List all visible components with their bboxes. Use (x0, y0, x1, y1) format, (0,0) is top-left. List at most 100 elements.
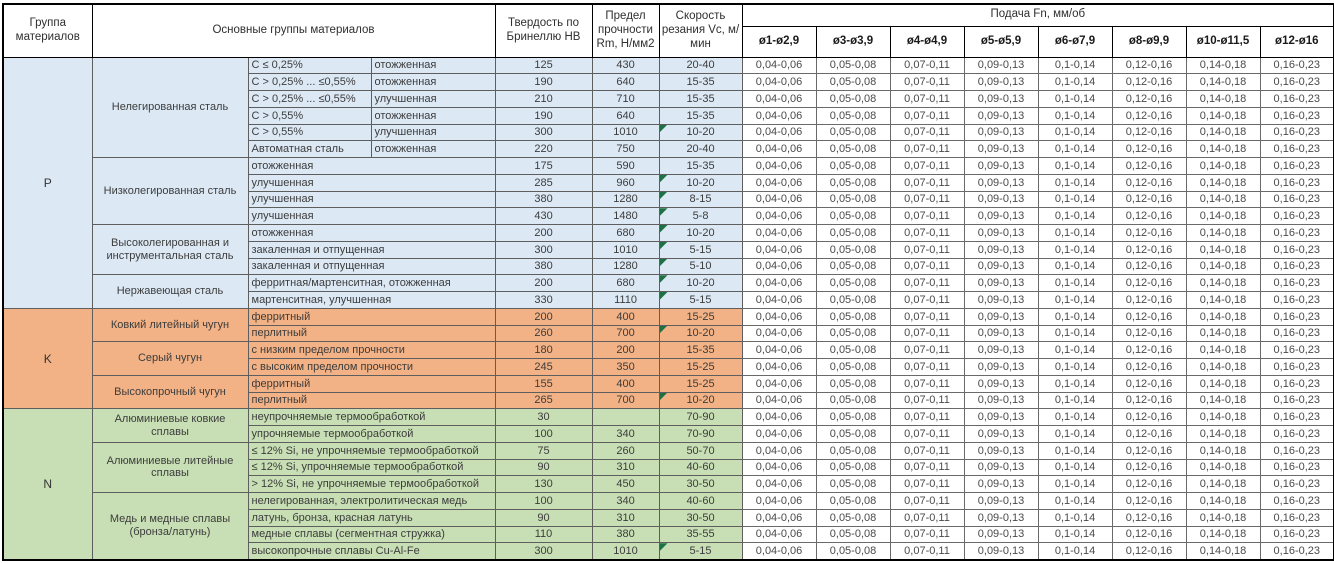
cell-feed-5[interactable]: 0,1-0,14 (1037, 90, 1113, 108)
cell-strength-rm[interactable]: 680 (591, 274, 660, 292)
cell-condition-2[interactable]: отожженная (370, 73, 496, 91)
cell-feed-2[interactable]: 0,05-0,08 (815, 475, 891, 493)
cell-feed-4[interactable]: 0,09-0,13 (963, 140, 1039, 158)
cell-feed-3[interactable]: 0,07-0,11 (889, 274, 965, 292)
cell-feed-8[interactable]: 0,16-0,23 (1259, 307, 1334, 326)
cell-condition[interactable]: ферритный (247, 374, 496, 393)
cell-feed-5[interactable]: 0,1-0,14 (1037, 190, 1113, 209)
cell-speed-vc[interactable]: 10-20 (658, 123, 743, 142)
cell-feed-8[interactable]: 0,16-0,23 (1259, 207, 1334, 225)
cell-feed-7[interactable]: 0,14-0,18 (1185, 140, 1261, 158)
cell-condition-1[interactable]: C > 0,25% ... ≤0,55% (247, 73, 372, 91)
cell-material-subgroup[interactable]: Серый чугун (91, 341, 249, 376)
cell-condition[interactable]: закаленная и отпущенная (247, 257, 496, 276)
cell-condition[interactable]: с высоким пределом прочности (247, 358, 496, 376)
cell-condition-2[interactable]: отожженная (370, 106, 496, 125)
cell-feed-2[interactable]: 0,05-0,08 (815, 240, 891, 259)
cell-strength-rm[interactable]: 400 (591, 374, 660, 393)
cell-feed-1[interactable]: 0,04-0,06 (741, 123, 817, 142)
cell-feed-6[interactable]: 0,12-0,16 (1111, 224, 1187, 242)
cell-feed-5[interactable]: 0,1-0,14 (1037, 374, 1113, 393)
cell-strength-rm[interactable]: 1110 (591, 291, 660, 309)
cell-feed-1[interactable]: 0,04-0,06 (741, 374, 817, 393)
cell-condition[interactable]: перлитный (247, 391, 496, 410)
cell-group-letter-p[interactable]: P (2, 56, 93, 309)
cell-hardness-hb[interactable]: 265 (494, 391, 593, 410)
cell-feed-6[interactable]: 0,12-0,16 (1111, 157, 1187, 175)
cell-feed-1[interactable]: 0,04-0,06 (741, 291, 817, 309)
cell-group-letter-n[interactable]: N (2, 408, 93, 560)
cell-feed-4[interactable]: 0,09-0,13 (963, 458, 1039, 477)
cell-feed-6[interactable]: 0,12-0,16 (1111, 274, 1187, 292)
cell-condition-2[interactable]: улучшенная (370, 123, 496, 142)
cell-feed-3[interactable]: 0,07-0,11 (889, 224, 965, 242)
cell-feed-2[interactable]: 0,05-0,08 (815, 374, 891, 393)
cell-strength-rm[interactable]: 700 (591, 391, 660, 410)
cell-feed-8[interactable]: 0,16-0,23 (1259, 224, 1334, 242)
header-dia-5[interactable]: ø6-ø7,9 (1037, 25, 1113, 58)
cell-feed-4[interactable]: 0,09-0,13 (963, 341, 1039, 359)
cell-feed-4[interactable]: 0,09-0,13 (963, 123, 1039, 142)
cell-feed-4[interactable]: 0,09-0,13 (963, 207, 1039, 225)
cell-condition[interactable]: нелегированная, электролитическая медь (247, 492, 496, 510)
cell-feed-2[interactable]: 0,05-0,08 (815, 391, 891, 410)
cell-material-subgroup[interactable]: Высокопрочный чугун (91, 374, 249, 410)
cell-speed-vc[interactable]: 15-25 (658, 358, 743, 376)
cell-speed-vc[interactable]: 5-15 (658, 240, 743, 259)
cell-hardness-hb[interactable]: 90 (494, 458, 593, 477)
cell-feed-8[interactable]: 0,16-0,23 (1259, 140, 1334, 158)
cell-feed-3[interactable]: 0,07-0,11 (889, 123, 965, 142)
cell-feed-7[interactable]: 0,14-0,18 (1185, 425, 1261, 443)
cell-feed-8[interactable]: 0,16-0,23 (1259, 542, 1334, 560)
cell-feed-6[interactable]: 0,12-0,16 (1111, 508, 1187, 527)
cell-speed-vc[interactable]: 20-40 (658, 140, 743, 158)
cell-feed-4[interactable]: 0,09-0,13 (963, 224, 1039, 242)
cell-strength-rm[interactable]: 1280 (591, 257, 660, 276)
cell-speed-vc[interactable]: 40-60 (658, 492, 743, 510)
cell-feed-8[interactable]: 0,16-0,23 (1259, 408, 1334, 426)
cell-hardness-hb[interactable]: 190 (494, 73, 593, 91)
cell-feed-4[interactable]: 0,09-0,13 (963, 542, 1039, 560)
cell-feed-6[interactable]: 0,12-0,16 (1111, 123, 1187, 142)
cell-condition-1[interactable]: C > 0,55% (247, 123, 372, 142)
cell-feed-8[interactable]: 0,16-0,23 (1259, 90, 1334, 108)
cell-speed-vc[interactable]: 10-20 (658, 391, 743, 410)
cell-feed-4[interactable]: 0,09-0,13 (963, 307, 1039, 326)
cell-feed-7[interactable]: 0,14-0,18 (1185, 123, 1261, 142)
cell-feed-8[interactable]: 0,16-0,23 (1259, 123, 1334, 142)
cell-strength-rm[interactable]: 260 (591, 441, 660, 460)
cell-condition[interactable]: медные сплавы (сегментная стружка) (247, 525, 496, 544)
cell-strength-rm[interactable]: 340 (591, 425, 660, 443)
cell-feed-6[interactable]: 0,12-0,16 (1111, 190, 1187, 209)
cell-feed-8[interactable]: 0,16-0,23 (1259, 374, 1334, 393)
cell-speed-vc[interactable]: 30-50 (658, 508, 743, 527)
cell-feed-8[interactable]: 0,16-0,23 (1259, 425, 1334, 443)
cell-hardness-hb[interactable]: 300 (494, 123, 593, 142)
cell-strength-rm[interactable]: 200 (591, 341, 660, 359)
header-hardness-hb[interactable]: Твердость по Бринеллю HB (494, 3, 593, 58)
cell-feed-2[interactable]: 0,05-0,08 (815, 492, 891, 510)
cell-speed-vc[interactable]: 15-35 (658, 106, 743, 125)
cell-speed-vc[interactable]: 70-90 (658, 425, 743, 443)
cell-feed-5[interactable]: 0,1-0,14 (1037, 508, 1113, 527)
cell-feed-1[interactable]: 0,04-0,06 (741, 492, 817, 510)
cell-feed-7[interactable]: 0,14-0,18 (1185, 274, 1261, 292)
cell-feed-7[interactable]: 0,14-0,18 (1185, 291, 1261, 309)
cell-feed-4[interactable]: 0,09-0,13 (963, 173, 1039, 192)
cell-feed-4[interactable]: 0,09-0,13 (963, 157, 1039, 175)
cell-feed-8[interactable]: 0,16-0,23 (1259, 458, 1334, 477)
cell-feed-7[interactable]: 0,14-0,18 (1185, 408, 1261, 426)
cell-condition[interactable]: мартенситная, улучшенная (247, 291, 496, 309)
cell-feed-3[interactable]: 0,07-0,11 (889, 358, 965, 376)
cell-condition[interactable]: ≤ 12% Si, упрочняемые термообработкой (247, 458, 496, 477)
cell-feed-2[interactable]: 0,05-0,08 (815, 525, 891, 544)
cell-hardness-hb[interactable]: 330 (494, 291, 593, 309)
cell-condition[interactable]: улучшенная (247, 207, 496, 225)
cell-speed-vc[interactable]: 15-35 (658, 73, 743, 91)
cell-feed-5[interactable]: 0,1-0,14 (1037, 458, 1113, 477)
cell-feed-8[interactable]: 0,16-0,23 (1259, 56, 1334, 75)
cell-feed-3[interactable]: 0,07-0,11 (889, 374, 965, 393)
cell-feed-2[interactable]: 0,05-0,08 (815, 508, 891, 527)
cell-hardness-hb[interactable]: 430 (494, 207, 593, 225)
cell-material-subgroup[interactable]: Алюминиевые ковкие сплавы (91, 408, 249, 443)
